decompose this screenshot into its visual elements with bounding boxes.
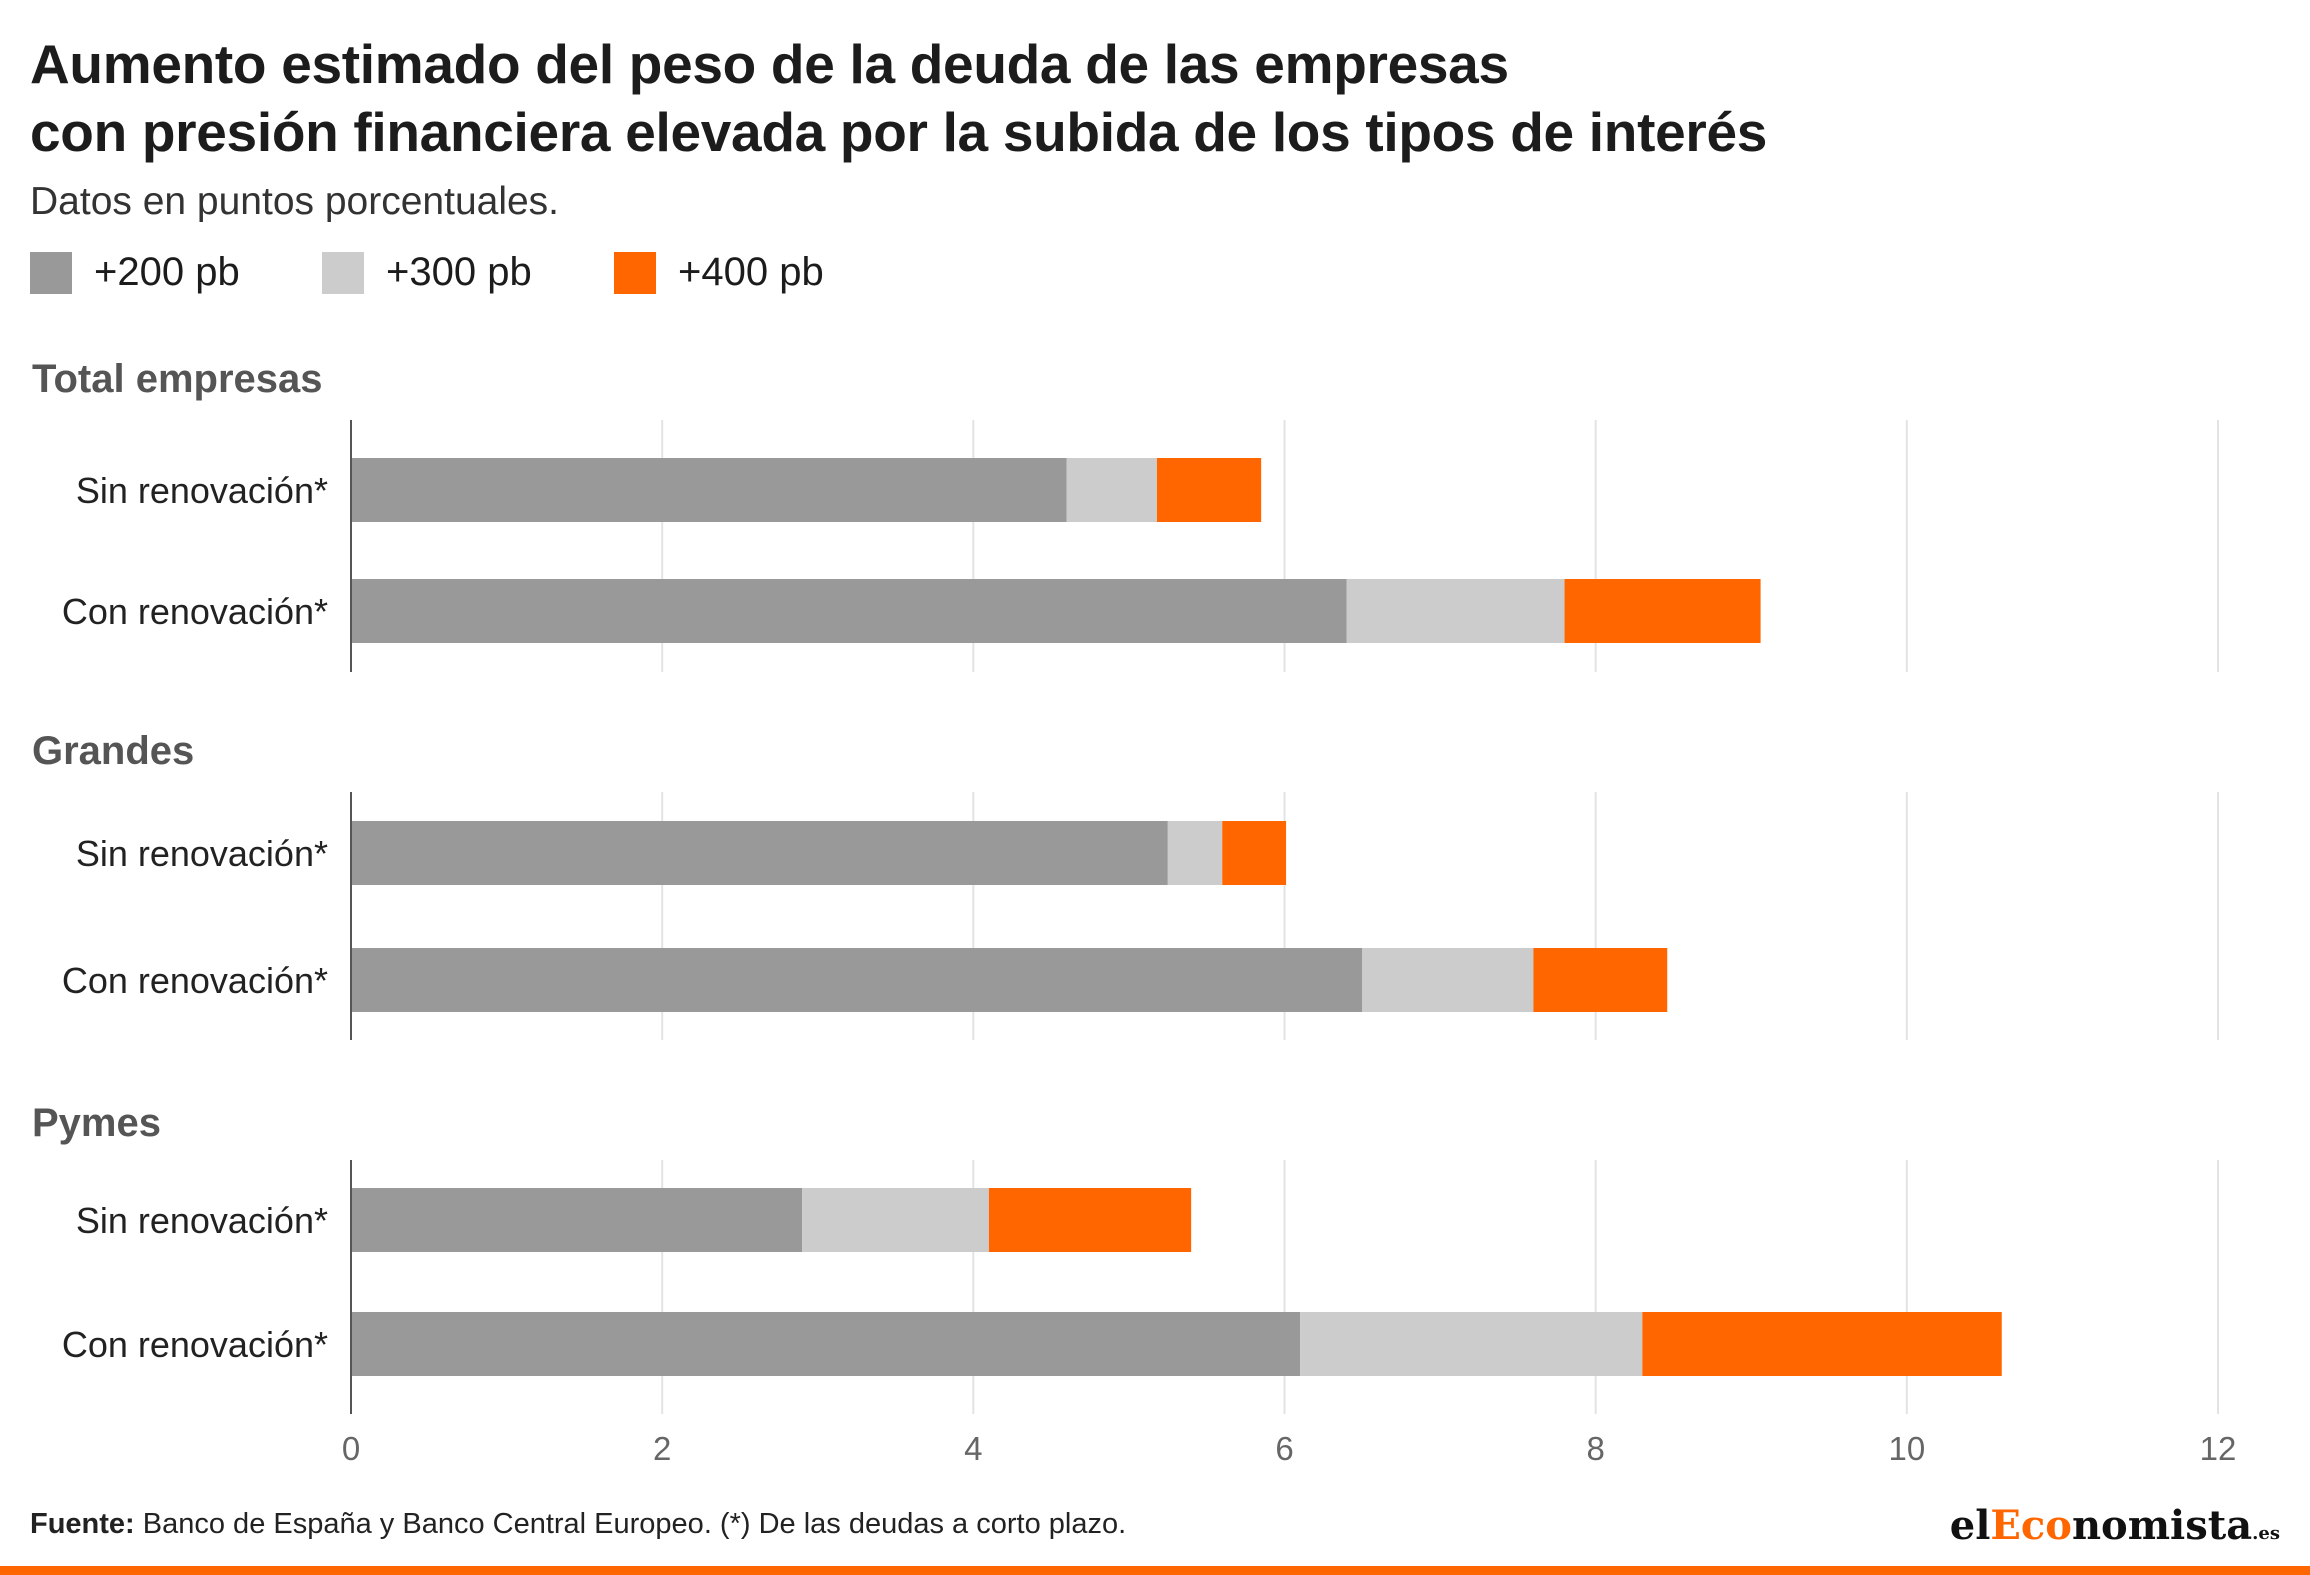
x-tick-label: 2 <box>653 1430 671 1467</box>
category-label: Sin renovación* <box>76 470 328 511</box>
category-label: Sin renovación* <box>76 833 328 874</box>
legend-label: +200 pb <box>94 250 240 294</box>
chart-title-line-1: Aumento estimado del peso de la deuda de… <box>30 33 1509 95</box>
x-tick-label: 10 <box>1888 1430 1925 1467</box>
chart-title-line-2: con presión financiera elevada por la su… <box>30 101 1768 163</box>
category-label: Con renovación* <box>62 1324 328 1365</box>
bottom-accent-bar <box>0 1566 2310 1575</box>
bar-segment <box>1346 579 1565 643</box>
chart-title: Aumento estimado del peso de la deuda de… <box>30 30 1767 166</box>
x-tick-label: 4 <box>964 1430 982 1467</box>
logo-part-nomista: nomista <box>2071 1502 2253 1549</box>
bar-segment <box>1167 821 1223 885</box>
logo-part-el: el <box>1949 1502 1991 1549</box>
category-label: Con renovación* <box>62 960 328 1001</box>
bar-segment <box>802 1188 989 1252</box>
bar-segment <box>351 948 1363 1012</box>
panel-title: Grandes <box>32 729 194 773</box>
x-tick-label: 8 <box>1586 1430 1604 1467</box>
bar-segment <box>351 579 1347 643</box>
category-label: Con renovación* <box>62 591 328 632</box>
bar-segment <box>1066 458 1157 522</box>
bar-segment <box>351 1188 803 1252</box>
bar-segment <box>1642 1312 2002 1376</box>
source-footer: Fuente: Banco de España y Banco Central … <box>30 1508 1126 1541</box>
legend-swatch <box>614 252 656 294</box>
source-text: Banco de España y Banco Central Europeo.… <box>134 1508 1127 1540</box>
logo-part-tld: .es <box>2252 1523 2280 1544</box>
bar-segment <box>1156 458 1262 522</box>
bar-segment <box>1564 579 1761 643</box>
bar-segment <box>351 458 1067 522</box>
bar-segment <box>1362 948 1534 1012</box>
legend-label: +400 pb <box>678 250 824 294</box>
bar-segment <box>1533 948 1668 1012</box>
legend-swatch <box>30 252 72 294</box>
bar-segment <box>351 1312 1301 1376</box>
panel-title: Total empresas <box>32 357 323 401</box>
category-label: Sin renovación* <box>76 1200 328 1241</box>
panel-title: Pymes <box>32 1101 161 1145</box>
x-tick-label: 12 <box>2200 1430 2237 1467</box>
bar-segment <box>1222 821 1287 885</box>
bar-segment <box>988 1188 1192 1252</box>
legend-swatch <box>322 252 364 294</box>
bar-segment <box>1300 1312 1643 1376</box>
x-tick-label: 0 <box>342 1430 360 1467</box>
bar-segment <box>351 821 1168 885</box>
source-label: Fuente: <box>30 1508 135 1540</box>
x-tick-label: 6 <box>1275 1430 1293 1467</box>
stacked-bar-chart: Total empresas Sin renovación* Con renovac… <box>32 357 2237 1467</box>
eleconomista-logo: elEconomista.es <box>1950 1502 2280 1549</box>
logo-part-eco: Eco <box>1990 1502 2072 1549</box>
chart-subtitle: Datos en puntos porcentuales. <box>30 180 560 223</box>
legend-label: +300 pb <box>386 250 532 294</box>
